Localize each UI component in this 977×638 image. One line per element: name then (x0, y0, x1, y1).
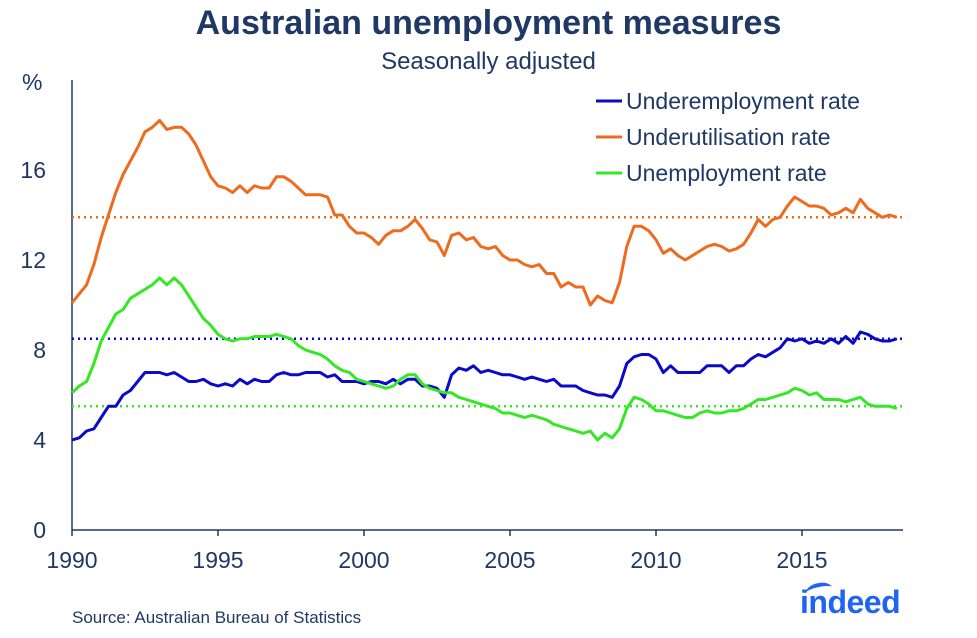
chart-title: Australian unemployment measures (195, 4, 782, 42)
legend-label-1: Underemployment rate (626, 88, 860, 114)
source-note: Source: Australian Bureau of Statistics (72, 608, 362, 627)
legend-label-3: Unemployment rate (626, 160, 827, 186)
chart-subtitle: Seasonally adjusted (381, 48, 596, 75)
legend-label-2: Underutilisation rate (626, 124, 831, 150)
x-tick-label: 2010 (630, 547, 681, 573)
x-tick-label: 1990 (46, 547, 97, 573)
y-axis-label: % (22, 69, 42, 95)
y-tick-label: 8 (33, 337, 46, 363)
y-tick-label: 16 (20, 157, 46, 183)
y-tick-label: 12 (20, 247, 46, 273)
x-tick-label: 2000 (338, 547, 389, 573)
legend: Underemployment rate Underutilisation rat… (596, 88, 860, 186)
series-line-3 (70, 276, 898, 442)
y-tick-label: 4 (33, 427, 46, 453)
x-tick-label: 2015 (776, 547, 827, 573)
series-line-1 (71, 330, 898, 442)
x-tick-label: 1995 (192, 547, 243, 573)
series-lines (70, 119, 898, 442)
series-line-2 (70, 119, 898, 307)
y-tick-label: 0 (33, 517, 46, 543)
indeed-logo: indeed (800, 584, 901, 620)
reference-lines (72, 216, 903, 408)
x-tick-label: 2005 (484, 547, 535, 573)
chart-axes: 0 4 8 12 16 1990 1995 2000 2005 2010 2015 (20, 80, 903, 573)
